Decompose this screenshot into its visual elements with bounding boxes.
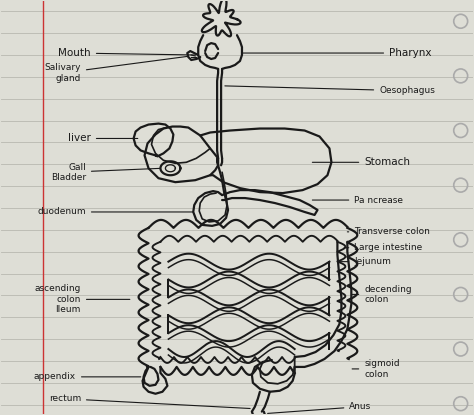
Text: Large intestine: Large intestine [344, 243, 422, 252]
Text: Anus: Anus [268, 402, 372, 413]
Text: appendix: appendix [34, 372, 141, 381]
Text: Mouth: Mouth [58, 48, 195, 58]
Text: Salivary
gland: Salivary gland [45, 56, 188, 83]
Text: Stomach: Stomach [312, 157, 410, 167]
Text: liver: liver [68, 134, 138, 144]
Text: decending
colon: decending colon [352, 285, 412, 304]
Text: Pharynx: Pharynx [243, 48, 432, 58]
Text: sigmoid
colon: sigmoid colon [352, 359, 400, 378]
Text: Pa ncrease: Pa ncrease [312, 195, 403, 205]
Text: ascending
colon
Ileum: ascending colon Ileum [35, 284, 130, 314]
Text: Transverse colon: Transverse colon [347, 227, 430, 236]
Text: Gall
Bladder: Gall Bladder [51, 163, 160, 182]
Text: Jejunum: Jejunum [340, 257, 391, 266]
Text: Oesophagus: Oesophagus [225, 86, 435, 95]
Text: rectum: rectum [49, 394, 250, 408]
Text: duodenum: duodenum [37, 208, 193, 217]
